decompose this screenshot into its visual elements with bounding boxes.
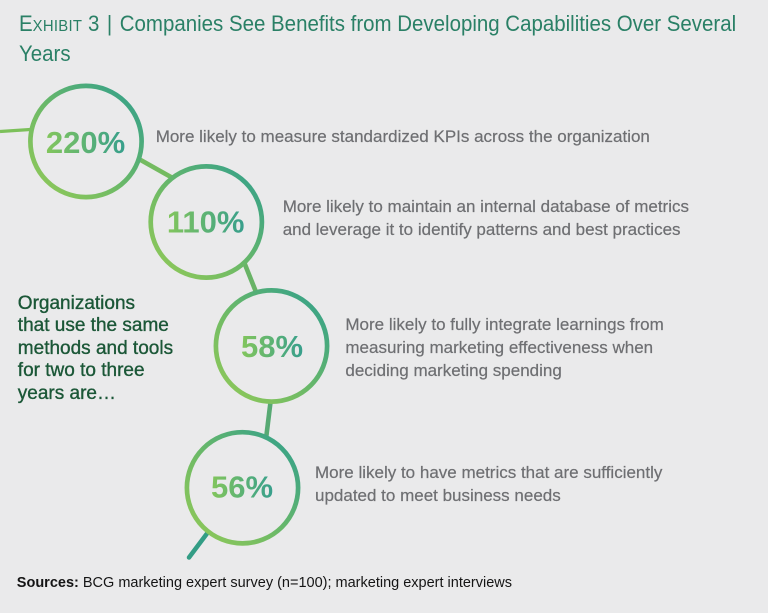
svg-text:56%: 56% [211,470,273,505]
svg-text:220%: 220% [46,125,125,160]
svg-text:58%: 58% [241,329,303,364]
svg-text:110%: 110% [167,205,245,240]
